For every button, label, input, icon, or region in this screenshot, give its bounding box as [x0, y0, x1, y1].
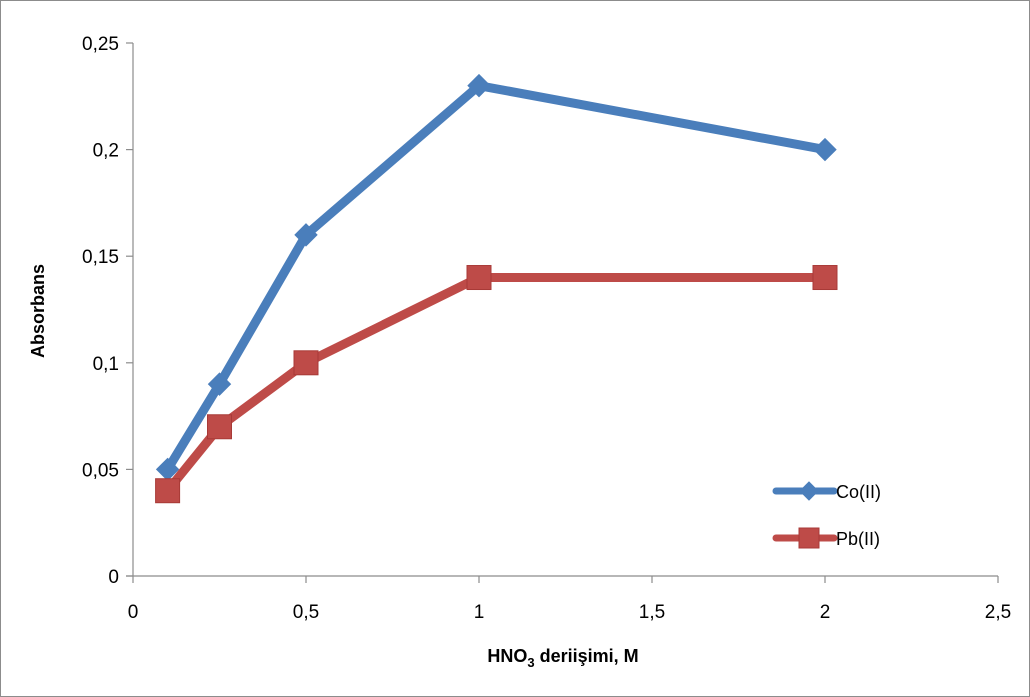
y-axis-ticks: 0 0,05 0,1 0,15 0,2 0,25	[82, 34, 133, 588]
x-tick-label: 0	[128, 602, 139, 623]
series-co-ii	[155, 73, 837, 482]
data-point-marker	[155, 478, 181, 504]
series-pb-ii	[155, 265, 838, 504]
data-point-marker	[293, 350, 319, 376]
legend-item: Co(II)	[772, 481, 881, 502]
data-point-marker	[466, 265, 492, 291]
legend-marker	[799, 481, 819, 501]
axes	[126, 43, 998, 577]
legend-label: Co(II)	[836, 482, 881, 502]
x-axis-title-main: HNO	[487, 646, 527, 666]
x-tick-label: 2	[820, 602, 831, 623]
series-layer	[155, 73, 838, 504]
x-axis-title-rest: deriişimi, M	[535, 646, 639, 666]
y-tick-label: 0,05	[82, 460, 119, 481]
y-axis-title: Absorbans	[28, 264, 48, 358]
legend-item: Pb(II)	[772, 527, 880, 549]
x-axis-ticks: 0 0,5 1 1,5 2 2,5	[128, 576, 1011, 623]
x-tick-label: 0,5	[293, 602, 319, 623]
x-tick-label: 1,5	[639, 602, 665, 623]
data-point-marker	[812, 265, 838, 291]
data-point-marker	[813, 137, 837, 162]
x-tick-label: 2,5	[985, 602, 1011, 623]
legend: Co(II) Pb(II)	[772, 481, 881, 549]
legend-label: Pb(II)	[836, 529, 880, 549]
y-tick-label: 0,15	[82, 247, 119, 268]
y-tick-label: 0	[108, 567, 119, 588]
y-tick-label: 0,1	[93, 354, 119, 375]
data-point-marker	[207, 372, 232, 396]
y-tick-label: 0,2	[93, 141, 119, 162]
data-point-marker	[294, 223, 318, 247]
x-tick-label: 1	[474, 602, 485, 623]
data-point-marker	[207, 414, 232, 440]
legend-marker	[798, 527, 820, 549]
y-tick-label: 0,25	[82, 34, 119, 55]
x-axis-title: HNO3 deriişimi, M	[487, 646, 638, 670]
x-axis-title-subscript: 3	[527, 655, 534, 670]
data-point-marker	[467, 73, 491, 98]
